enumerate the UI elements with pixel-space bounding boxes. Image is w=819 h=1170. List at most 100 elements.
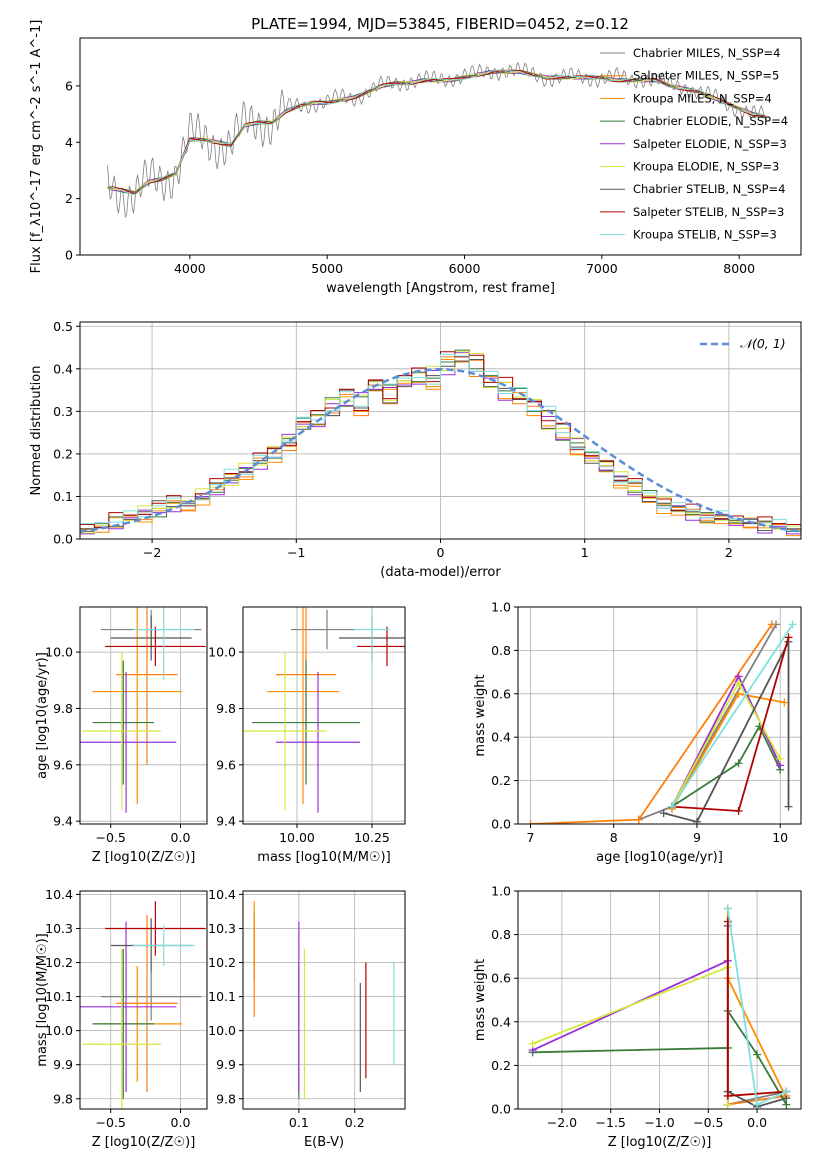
y-axis-label: mass weight bbox=[473, 959, 488, 1041]
y-tick-label: 6 bbox=[65, 78, 73, 93]
plot-area bbox=[526, 620, 797, 824]
y-tick-label: 10.3 bbox=[45, 921, 73, 936]
y-tick-label: 9.4 bbox=[53, 814, 73, 829]
series-line bbox=[107, 69, 766, 195]
y-axis-label: mass [log10(M/M☉)] bbox=[35, 933, 50, 1066]
series-line bbox=[107, 69, 766, 195]
y-tick-label: 0.1 bbox=[53, 489, 73, 504]
y-tick-label: 4 bbox=[65, 135, 73, 150]
x-axis-label: E(B-V) bbox=[304, 1135, 344, 1150]
chart-mass-vs-ebv: 0.1 0.2 9.8 9.9 10.0 10.1 10.2 10.3 10.4 E(B-V) bbox=[208, 887, 406, 1150]
x-tick-label: 8000 bbox=[723, 261, 755, 276]
x-tick-label: 8 bbox=[610, 830, 618, 845]
series-line bbox=[671, 724, 782, 808]
y-tick-label: 1.0 bbox=[491, 884, 511, 899]
y-tick-label: 10.0 bbox=[45, 1023, 73, 1038]
plot-area bbox=[253, 901, 395, 1099]
normal-curve bbox=[80, 368, 801, 533]
y-tick-label: 9.4 bbox=[216, 814, 236, 829]
series-marker bbox=[692, 817, 701, 824]
error-point bbox=[92, 660, 154, 785]
x-tick-label: 0 bbox=[437, 545, 445, 560]
series-line bbox=[107, 69, 766, 195]
series-marker bbox=[780, 698, 789, 707]
legend-entry: Chabrier ELODIE, N_SSP=4 bbox=[633, 114, 788, 128]
y-tick-label: 9.6 bbox=[216, 757, 236, 772]
x-tick-label: 4000 bbox=[174, 261, 206, 276]
legend-entry: Chabrier STELIB, N_SSP=4 bbox=[633, 182, 785, 196]
plot-area bbox=[80, 607, 206, 813]
series-marker bbox=[782, 1087, 791, 1096]
series-line bbox=[107, 69, 766, 193]
series-marker bbox=[784, 802, 793, 811]
series-marker bbox=[776, 754, 785, 763]
y-tick-label: 0.3 bbox=[53, 404, 73, 419]
y-tick-label: 0.8 bbox=[491, 643, 511, 658]
x-tick-label: 6000 bbox=[449, 261, 481, 276]
x-axis-label: age [log10(age/yr)] bbox=[596, 850, 723, 865]
series-line bbox=[671, 674, 782, 808]
y-axis-label: Normed distribution bbox=[29, 366, 44, 496]
x-tick-label: 10 bbox=[772, 830, 788, 845]
x-axis-label: Z [log10(Z/Z☉)] bbox=[608, 1135, 712, 1150]
error-point bbox=[92, 948, 154, 1099]
chart-residuals: −2 −1 0 1 2 0.0 0.1 0.2 0.3 0.4 0.5 (data-model)/er… bbox=[29, 319, 802, 580]
chart-mass-vs-z: −0.5 0.0 9.8 9.9 10.0 10.1 10.2 10.3 10.4 Z [log1… bbox=[35, 887, 208, 1150]
x-tick-label: 7000 bbox=[586, 261, 618, 276]
legend-entry: 𝒩(0, 1) bbox=[740, 336, 786, 351]
x-tick-label: −2.0 bbox=[547, 1115, 577, 1130]
y-tick-label: 2 bbox=[65, 191, 73, 206]
legend-entry: Salpeter STELIB, N_SSP=3 bbox=[633, 205, 784, 219]
y-tick-label: 0.8 bbox=[491, 927, 511, 942]
series-marker bbox=[753, 1050, 762, 1059]
axes-frame bbox=[79, 37, 802, 256]
error-point bbox=[105, 901, 206, 956]
axes-frame bbox=[79, 890, 208, 1110]
x-tick-label: 9 bbox=[693, 830, 701, 845]
x-tick-label: −1 bbox=[287, 545, 305, 560]
series-marker bbox=[723, 1091, 732, 1100]
series-marker bbox=[723, 904, 732, 913]
y-tick-label: 0.4 bbox=[53, 361, 73, 376]
figure-title: PLATE=1994, MJD=53845, FIBERID=0452, z=0… bbox=[251, 15, 629, 33]
y-tick-label: 10.0 bbox=[208, 1023, 236, 1038]
x-tick-label: −0.5 bbox=[96, 830, 126, 845]
y-tick-label: 0.0 bbox=[53, 532, 73, 547]
error-point bbox=[243, 652, 327, 810]
error-point bbox=[82, 948, 161, 1109]
plot-area bbox=[107, 61, 766, 218]
series-line bbox=[107, 69, 766, 196]
series-line bbox=[671, 637, 790, 812]
legend-entry: Kroupa MILES, N_SSP=4 bbox=[633, 91, 772, 105]
y-tick-label: 0.6 bbox=[491, 686, 511, 701]
y-tick-label: 9.8 bbox=[53, 1091, 73, 1106]
y-tick-label: 0.4 bbox=[491, 1014, 511, 1029]
x-axis-label: wavelength [Angstrom, rest frame] bbox=[326, 281, 555, 296]
x-tick-label: −0.5 bbox=[693, 1115, 723, 1130]
error-point bbox=[105, 626, 206, 667]
series-marker bbox=[753, 1100, 762, 1109]
series-marker bbox=[734, 689, 743, 698]
y-tick-label: 10.4 bbox=[45, 887, 73, 902]
x-tick-label: 5000 bbox=[311, 261, 343, 276]
legend-entry: Chabrier MILES, N_SSP=4 bbox=[633, 46, 780, 60]
x-tick-label: −1.0 bbox=[644, 1115, 674, 1130]
series-line bbox=[107, 69, 766, 196]
error-point bbox=[276, 671, 360, 813]
series-marker bbox=[784, 633, 793, 642]
series-line bbox=[107, 71, 766, 193]
y-tick-label: 0 bbox=[65, 248, 73, 263]
y-tick-label: 10.2 bbox=[45, 955, 73, 970]
x-axis-label: (data-model)/error bbox=[380, 565, 501, 580]
legend-entry: Salpeter ELODIE, N_SSP=3 bbox=[633, 137, 787, 151]
y-tick-label: 9.9 bbox=[53, 1057, 73, 1072]
plot-area bbox=[80, 349, 801, 537]
error-point bbox=[252, 660, 360, 785]
x-tick-label: 0.0 bbox=[171, 1115, 191, 1130]
y-axis-label: Flux [f_λ10^-17 erg cm^-2 s^-1 A^-1] bbox=[29, 20, 44, 274]
x-tick-label: 0.0 bbox=[171, 830, 191, 845]
y-tick-label: 9.6 bbox=[53, 757, 73, 772]
x-axis-label: Z [log10(Z/Z☉)] bbox=[92, 850, 196, 865]
x-tick-label: 10.00 bbox=[279, 830, 315, 845]
